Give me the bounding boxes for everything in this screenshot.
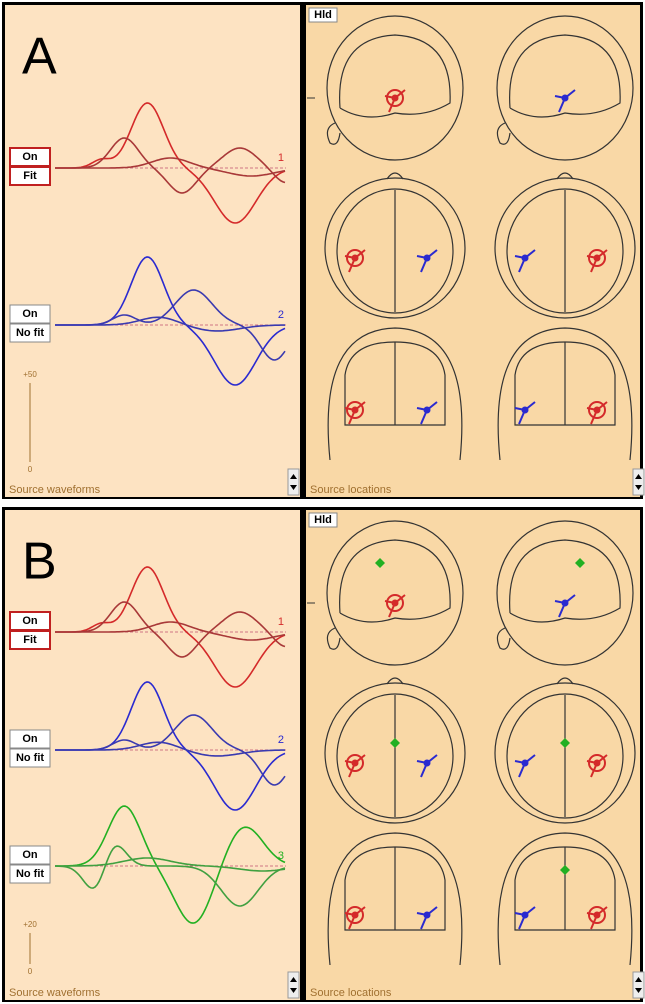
on-button-label: On — [22, 849, 38, 861]
panel: A 1 On Fit 2 On No fit +50 0 Source waveforms Sour… — [2, 2, 645, 499]
source-number: 1 — [278, 152, 284, 164]
scroll-waveforms[interactable] — [288, 469, 299, 495]
scale-top: +50 — [23, 370, 37, 379]
waveforms-title: Source waveforms — [9, 987, 101, 999]
page: {"panels": [ {"label": "A", "waveforms":… — [0, 0, 645, 1004]
fit-button-label: No fit — [16, 327, 44, 339]
hld-button-label: Hld — [314, 9, 332, 21]
hld-button-label: Hld — [314, 514, 332, 526]
source-number: 2 — [278, 309, 284, 321]
scale-bottom: 0 — [28, 465, 33, 474]
on-button-label: On — [22, 733, 38, 745]
scroll-waveforms[interactable] — [288, 972, 299, 998]
fit-button-label: No fit — [16, 752, 44, 764]
locations-title: Source locations — [310, 484, 392, 496]
scroll-locations[interactable] — [633, 972, 644, 998]
scale-bottom: 0 — [28, 967, 33, 976]
panel-label: A — [22, 28, 57, 86]
on-button-label: On — [22, 151, 38, 163]
fit-button-label: Fit — [23, 634, 37, 646]
figure: A 1 On Fit 2 On No fit +50 0 Source waveforms Sour… — [0, 0, 645, 1004]
fit-button-label: No fit — [16, 868, 44, 880]
panel-label: B — [22, 533, 57, 591]
scroll-locations[interactable] — [633, 469, 644, 495]
source-number: 2 — [278, 734, 284, 746]
waveforms-title: Source waveforms — [9, 484, 101, 496]
on-button-label: On — [22, 615, 38, 627]
fit-button-label: Fit — [23, 170, 37, 182]
panel: B 1 On Fit 2 On No fit 3 On No fit +20 0 Source wave… — [2, 507, 645, 1002]
scale-top: +20 — [23, 920, 37, 929]
source-number: 3 — [278, 850, 284, 862]
locations-title: Source locations — [310, 987, 392, 999]
on-button-label: On — [22, 308, 38, 320]
source-number: 1 — [278, 616, 284, 628]
